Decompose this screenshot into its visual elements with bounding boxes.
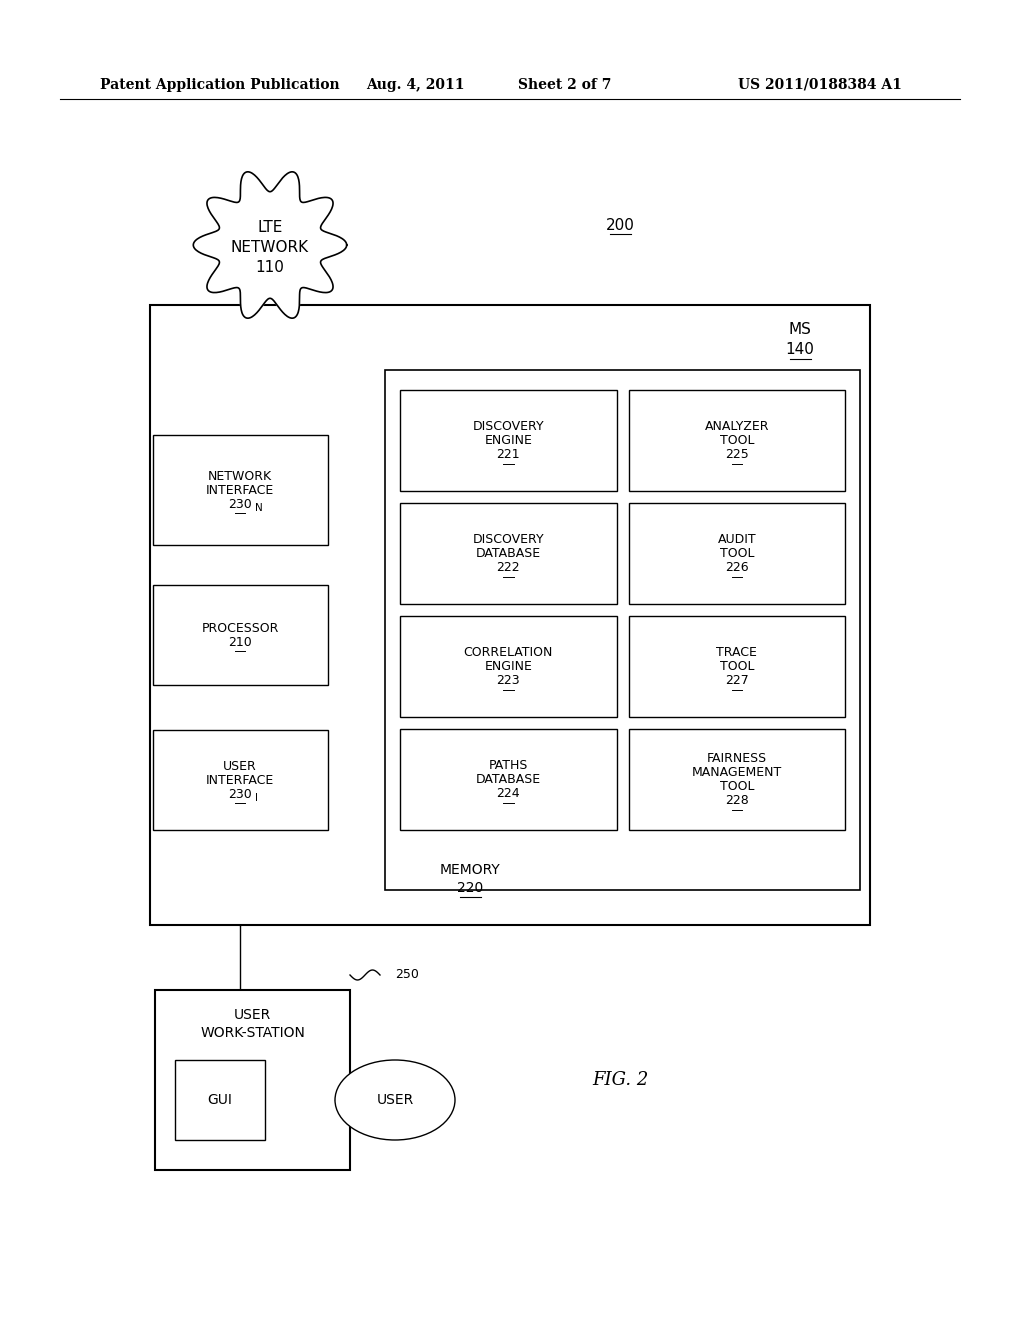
Text: 228: 228 [725, 795, 749, 807]
Text: TRACE: TRACE [717, 645, 757, 659]
Text: INTERFACE: INTERFACE [206, 483, 274, 496]
Text: Patent Application Publication: Patent Application Publication [100, 78, 340, 92]
Text: 140: 140 [785, 342, 814, 358]
Text: DISCOVERY: DISCOVERY [472, 420, 544, 433]
Text: TOOL: TOOL [720, 434, 754, 447]
Text: 221: 221 [497, 447, 520, 461]
Text: MANAGEMENT: MANAGEMENT [691, 766, 782, 779]
Text: 230: 230 [228, 498, 252, 511]
Text: N: N [256, 503, 263, 513]
Text: TOOL: TOOL [720, 780, 754, 793]
Text: NETWORK: NETWORK [231, 239, 309, 255]
Text: DATABASE: DATABASE [476, 546, 541, 560]
Bar [400, 729, 616, 830]
Text: LTE: LTE [257, 219, 283, 235]
Text: 230: 230 [228, 788, 252, 800]
Text: TOOL: TOOL [720, 546, 754, 560]
Text: USER: USER [223, 759, 257, 772]
Text: 220: 220 [457, 880, 483, 895]
Bar [153, 436, 328, 545]
Ellipse shape [335, 1060, 455, 1140]
Bar [629, 503, 845, 605]
Polygon shape [194, 172, 347, 318]
Text: AUDIT: AUDIT [718, 533, 756, 546]
Text: US 2011/0188384 A1: US 2011/0188384 A1 [738, 78, 902, 92]
Text: 225: 225 [725, 447, 749, 461]
Bar [400, 389, 616, 491]
Text: MEMORY: MEMORY [439, 863, 501, 876]
Bar [155, 990, 350, 1170]
Bar [150, 305, 870, 925]
Text: ANALYZER: ANALYZER [705, 420, 769, 433]
Text: 223: 223 [497, 675, 520, 686]
Text: Aug. 4, 2011: Aug. 4, 2011 [366, 78, 464, 92]
Text: FAIRNESS: FAIRNESS [707, 752, 767, 766]
Bar [629, 616, 845, 717]
Bar [400, 616, 616, 717]
Text: 222: 222 [497, 561, 520, 574]
Text: 224: 224 [497, 787, 520, 800]
Text: GUI: GUI [208, 1093, 232, 1107]
Bar [385, 370, 860, 890]
Text: 200: 200 [605, 218, 635, 232]
Text: FIG. 2: FIG. 2 [592, 1071, 648, 1089]
Bar [629, 729, 845, 830]
Bar [175, 1060, 265, 1140]
Text: WORK-STATION: WORK-STATION [200, 1026, 305, 1040]
Text: PATHS: PATHS [488, 759, 528, 772]
Text: USER: USER [233, 1008, 271, 1022]
Text: 226: 226 [725, 561, 749, 574]
Text: USER: USER [377, 1093, 414, 1107]
Text: TOOL: TOOL [720, 660, 754, 673]
Text: 210: 210 [228, 635, 252, 648]
Bar [153, 730, 328, 830]
Text: CORRELATION: CORRELATION [464, 645, 553, 659]
Text: ENGINE: ENGINE [484, 660, 532, 673]
Text: 250: 250 [395, 969, 419, 982]
Text: NETWORK: NETWORK [208, 470, 272, 483]
Bar [153, 585, 328, 685]
Bar [400, 503, 616, 605]
Text: I: I [256, 793, 258, 803]
Text: INTERFACE: INTERFACE [206, 774, 274, 787]
Text: ENGINE: ENGINE [484, 434, 532, 447]
Bar [629, 389, 845, 491]
Text: MS: MS [788, 322, 811, 338]
Text: DISCOVERY: DISCOVERY [472, 533, 544, 546]
Text: DATABASE: DATABASE [476, 774, 541, 785]
Text: 227: 227 [725, 675, 749, 686]
Text: 110: 110 [256, 260, 285, 275]
Text: Sheet 2 of 7: Sheet 2 of 7 [518, 78, 611, 92]
Text: PROCESSOR: PROCESSOR [202, 622, 279, 635]
